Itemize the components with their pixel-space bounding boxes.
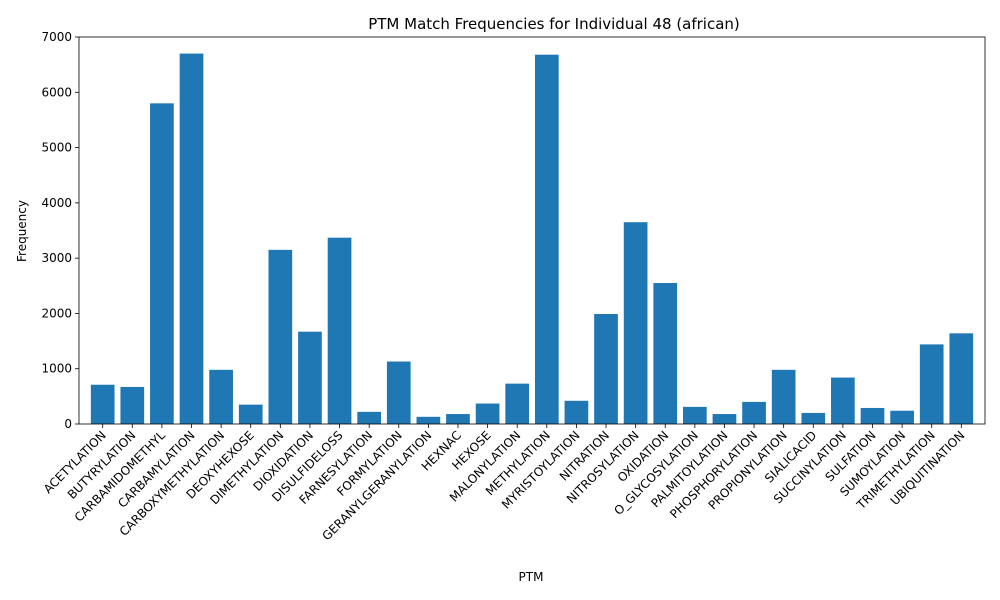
bar-acetylation: [90, 384, 115, 424]
bar-ubiquitination: [949, 333, 974, 424]
y-tick-label: 0: [64, 417, 72, 431]
y-tick-label: 3000: [41, 251, 72, 265]
plot-frame: [78, 36, 986, 425]
chart-title: PTM Match Frequencies for Individual 48 …: [368, 15, 740, 33]
y-tick-label: 4000: [41, 196, 72, 210]
y-tick-label: 5000: [41, 141, 72, 155]
y-tick-label: 2000: [41, 306, 72, 320]
x-axis: ACETYLATIONBUTYRYLATIONCARBAMIDOMETHYLCA…: [41, 424, 967, 543]
y-axis-label: Frequency: [15, 200, 29, 262]
bar-nitrosylation: [623, 222, 648, 424]
bar-deoxyhexose: [238, 404, 263, 424]
bar-malonylation: [505, 383, 530, 424]
bar-o-glycosylation: [683, 406, 707, 424]
bar-butyrylation: [120, 386, 145, 424]
bar-trimethylation: [919, 344, 944, 424]
bar-carbamidomethyl: [150, 103, 174, 424]
bar-palmitoylation: [712, 414, 737, 424]
x-axis-label: PTM: [519, 570, 544, 584]
bar-succinylation: [831, 377, 855, 424]
y-tick-label: 1000: [41, 362, 72, 376]
bar-geranylgeranylation: [416, 416, 441, 424]
bar-sialicacid: [801, 412, 826, 424]
y-tick-label: 7000: [41, 30, 72, 44]
bar-hexose: [475, 403, 500, 424]
bars-group: [90, 53, 974, 424]
y-tick-label: 6000: [41, 85, 72, 99]
bar-carbamylation: [179, 53, 204, 424]
bar-methylation: [534, 54, 559, 424]
bar-carboxymethylation: [209, 369, 233, 424]
bar-nitration: [594, 313, 618, 424]
bar-dioxidation: [298, 331, 322, 424]
bar-disulfideloss: [327, 237, 352, 424]
bar-propionylation: [771, 369, 796, 424]
bar-phosphorylation: [742, 401, 766, 424]
bar-sumoylation: [890, 410, 914, 424]
bar-farnesylation: [357, 411, 381, 424]
bar-sulfation: [860, 407, 885, 424]
bar-hexnac: [446, 414, 470, 424]
bar-oxidation: [653, 283, 678, 424]
y-axis: 0 1000 2000 3000 4000 5000 6000 7000: [41, 30, 79, 431]
bar-myristoylation: [564, 400, 589, 424]
bar-formylation: [386, 361, 411, 424]
bar-dimethylation: [268, 249, 293, 424]
